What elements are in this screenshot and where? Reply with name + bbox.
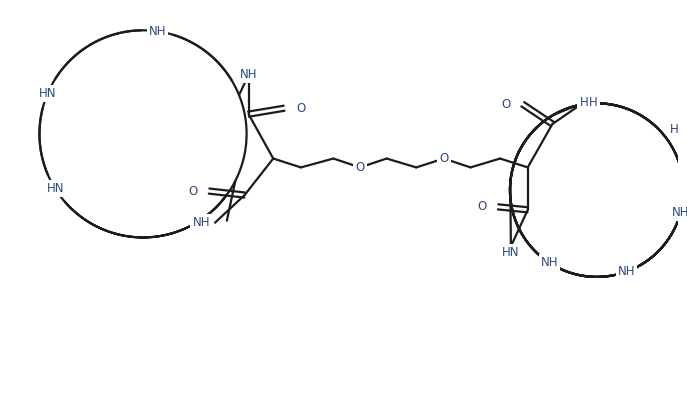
Text: HN: HN — [47, 182, 64, 195]
Text: NH: NH — [148, 25, 166, 38]
Text: NH: NH — [541, 256, 559, 269]
Text: O: O — [355, 161, 365, 174]
Text: O: O — [477, 200, 486, 213]
Text: H: H — [589, 96, 598, 109]
Text: NH: NH — [672, 206, 687, 219]
Text: H: H — [670, 123, 679, 136]
Text: HN: HN — [39, 87, 56, 100]
Text: O: O — [502, 98, 511, 111]
Text: NH: NH — [618, 265, 635, 278]
Text: O: O — [188, 184, 197, 198]
Text: H: H — [580, 96, 588, 109]
Text: NH: NH — [192, 216, 210, 229]
Text: HN: HN — [502, 246, 519, 260]
Text: NH: NH — [240, 68, 258, 81]
Text: O: O — [296, 102, 305, 115]
Text: O: O — [439, 152, 449, 165]
